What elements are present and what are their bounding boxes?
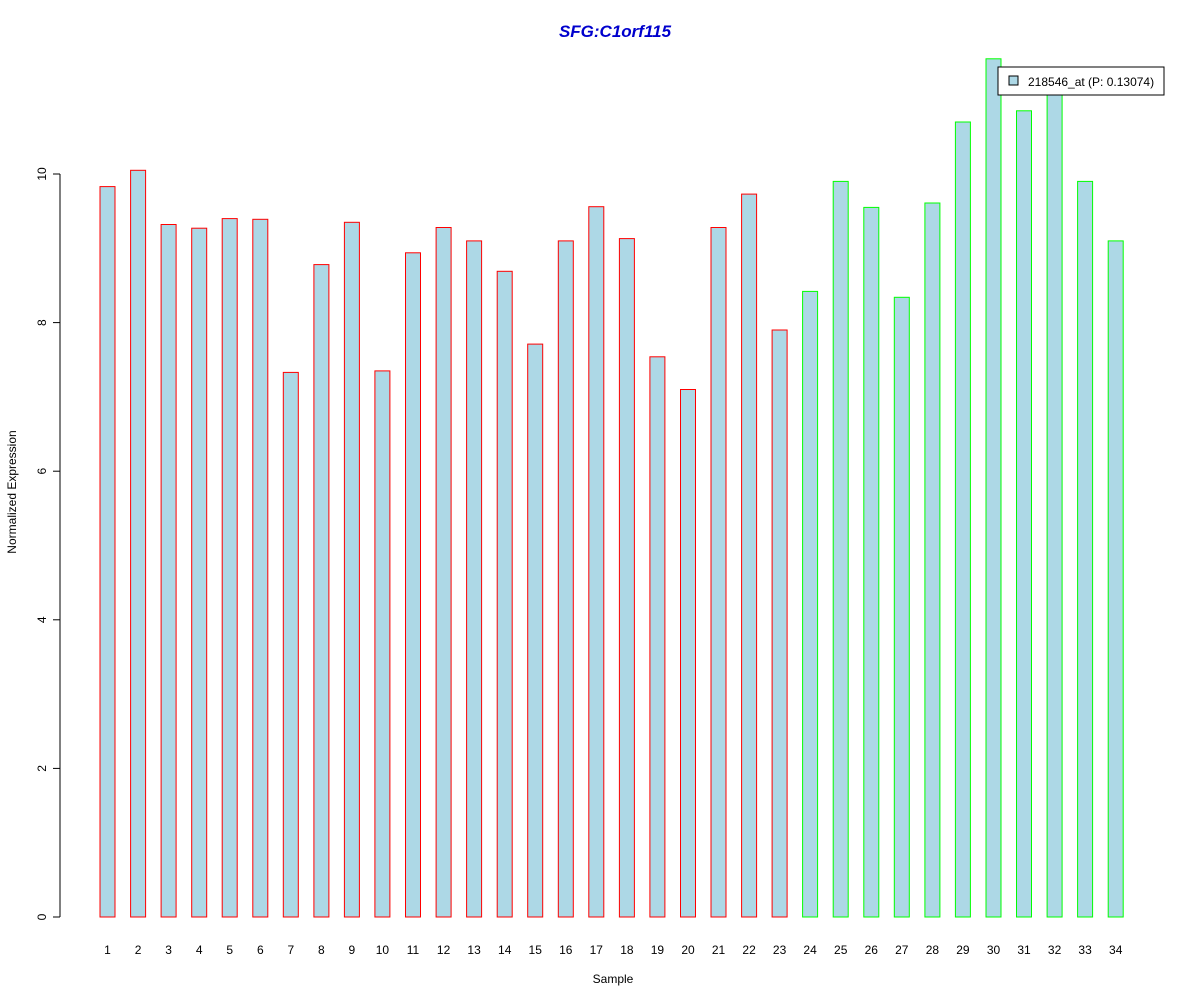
x-tick-label: 23 (773, 943, 787, 957)
legend-swatch (1008, 75, 1019, 86)
bar-sample-27 (893, 296, 910, 918)
bar-sample-17 (588, 206, 605, 918)
x-tick-label: 8 (318, 943, 325, 957)
x-tick-label: 33 (1078, 943, 1092, 957)
bar-sample-16 (557, 240, 574, 918)
bar-sample-8 (313, 264, 330, 918)
bar-sample-1 (99, 186, 116, 918)
bar-sample-18 (618, 238, 635, 918)
x-tick-label: 21 (712, 943, 726, 957)
x-tick-label: 4 (196, 943, 203, 957)
bar-sample-26 (863, 206, 880, 918)
bar-sample-11 (405, 252, 421, 918)
bar-sample-14 (496, 270, 513, 918)
legend: 218546_at (P: 0.13074) (997, 66, 1165, 96)
x-tick-label: 14 (498, 943, 512, 957)
x-tick-label: 34 (1109, 943, 1123, 957)
x-tick-label: 6 (257, 943, 264, 957)
x-tick-label: 9 (349, 943, 356, 957)
chart-title: SFG:C1orf115 (559, 22, 672, 41)
bar-sample-24 (802, 290, 819, 918)
x-tick-label: 20 (681, 943, 695, 957)
bar-sample-25 (832, 180, 849, 918)
bar-sample-22 (741, 193, 758, 918)
bar-sample-6 (252, 218, 269, 918)
bar-sample-30 (985, 58, 1002, 918)
bar-sample-33 (1077, 180, 1094, 918)
x-tick-label: 18 (620, 943, 634, 957)
bar-sample-29 (954, 121, 971, 918)
x-tick-label: 31 (1017, 943, 1031, 957)
legend-label: 218546_at (P: 0.13074) (1028, 75, 1154, 89)
bar-sample-31 (1016, 110, 1032, 918)
y-axis-title: Normalized Expression (5, 430, 19, 553)
x-tick-label: 24 (803, 943, 817, 957)
x-tick-label: 22 (742, 943, 756, 957)
y-tick-label: 4 (35, 616, 49, 623)
y-tick-label: 0 (35, 913, 49, 920)
bar-sample-21 (710, 227, 727, 918)
bar-sample-15 (527, 343, 544, 918)
bar-sample-5 (221, 218, 238, 918)
x-tick-label: 25 (834, 943, 848, 957)
x-tick-labels: 1 2 3 4 5 6 7 8 9 10 11 12 13 14 15 16 17 18 19 20 21 22 23 24 2… (104, 943, 1123, 957)
x-tick-label: 7 (287, 943, 294, 957)
x-tick-label: 17 (590, 943, 604, 957)
x-tick-label: 12 (437, 943, 451, 957)
x-tick-label: 16 (559, 943, 573, 957)
x-tick-label: 29 (956, 943, 970, 957)
x-tick-label: 11 (407, 943, 420, 957)
bar-sample-7 (282, 371, 299, 918)
legend-box (997, 66, 1165, 96)
y-axis: 0 2 4 6 8 10 (35, 167, 61, 920)
x-tick-label: 26 (865, 943, 879, 957)
x-tick-label: 1 (104, 943, 111, 957)
bar-sample-2 (130, 169, 147, 918)
x-tick-label: 28 (926, 943, 940, 957)
y-tick-label: 8 (35, 319, 49, 326)
bar-sample-13 (466, 240, 483, 918)
bars-group (99, 58, 1124, 918)
x-tick-label: 2 (135, 943, 142, 957)
x-tick-label: 13 (467, 943, 481, 957)
bar-sample-9 (343, 221, 360, 918)
bar-sample-32 (1046, 88, 1063, 918)
bar-sample-23 (771, 329, 788, 918)
bar-sample-12 (435, 227, 452, 918)
y-tick-label: 10 (35, 167, 49, 181)
bar-sample-20 (680, 389, 696, 918)
x-tick-label: 30 (987, 943, 1001, 957)
x-tick-label: 3 (165, 943, 172, 957)
bar-sample-10 (374, 370, 391, 918)
x-axis-title: Sample (593, 972, 634, 986)
bar-sample-4 (191, 227, 208, 918)
bar-sample-34 (1107, 240, 1124, 918)
x-tick-label: 10 (376, 943, 390, 957)
bar-sample-28 (924, 202, 941, 918)
x-tick-label: 27 (895, 943, 909, 957)
x-tick-label: 32 (1048, 943, 1062, 957)
y-tick-label: 2 (35, 765, 49, 772)
bar-sample-3 (160, 224, 177, 918)
x-tick-label: 15 (529, 943, 543, 957)
x-tick-label: 19 (651, 943, 665, 957)
y-tick-label: 6 (35, 468, 49, 475)
x-tick-label: 5 (226, 943, 233, 957)
bar-sample-19 (649, 356, 666, 918)
